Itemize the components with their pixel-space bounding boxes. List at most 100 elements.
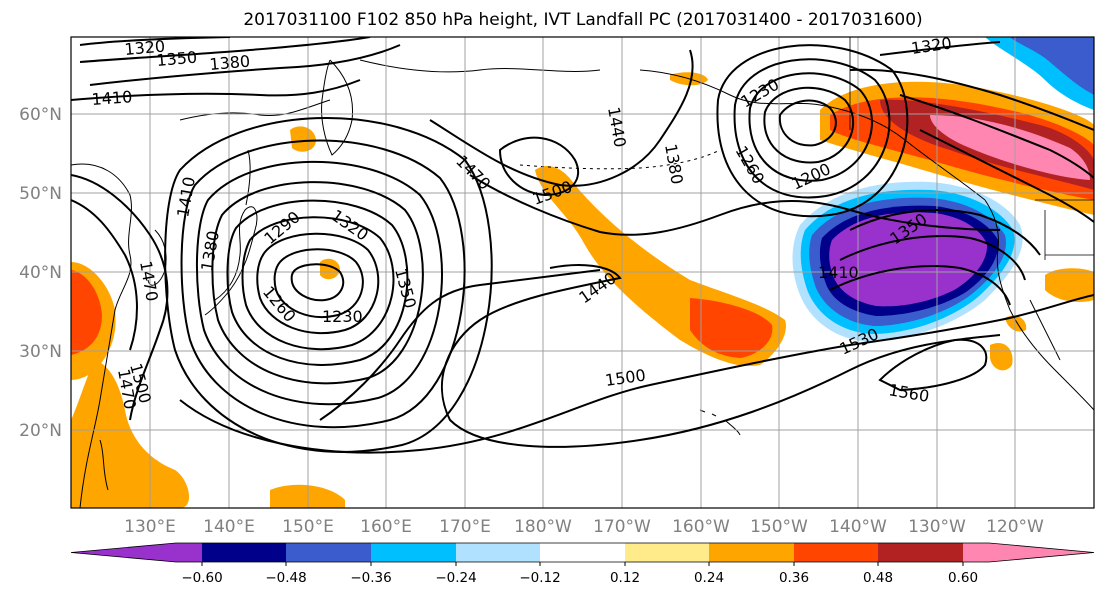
contour-label: 1410 [91,87,133,109]
colorbar-swatch [625,543,709,562]
colorbar-tick-label: 0.60 [948,570,978,586]
ivt-mexico [1045,268,1094,302]
contour-north-2 [79,37,371,63]
gridlines [71,37,1094,508]
lat-label: 30°N [19,342,62,362]
aleutians [519,149,721,170]
siberia-coast [359,59,601,73]
contour-se-3 [829,265,1011,306]
colorbar-swatch [963,543,1094,562]
contour-label: 1230 [322,307,363,326]
contour-low-w-4 [241,216,395,351]
contour-se-1 [849,209,1041,256]
ivt-blob-1 [290,126,316,152]
contour-label: 1410 [818,263,859,282]
contour-low-e-2 [763,86,855,164]
contour-mid [319,269,601,421]
colorbar-tick-label: −0.12 [519,570,560,586]
kamchatka-coast [321,59,354,156]
contour-low-w-1 [290,263,345,302]
colorbar-tick-label: −0.48 [265,570,306,586]
lon-label: 160°E [360,517,412,537]
ivt-west-core [71,270,102,355]
contour-north-4 [71,79,361,101]
lon-label: 140°E [203,517,255,537]
latitude-labels: 60°N 50°N 40°N 30°N 20°N [19,105,62,441]
colorbar-tick-label: 0.36 [779,570,809,586]
contour-ne-2 [849,68,1094,131]
contour-low-w-8 [180,139,466,429]
colorbar-tick-label: −0.60 [181,570,222,586]
lon-label: 130°W [908,517,966,537]
contour-1500-b [179,294,1094,454]
lon-label: 180°W [514,517,572,537]
contour-se-2 [839,235,1026,281]
ivt-blob-5 [1005,315,1027,332]
ivt-plume-core [690,298,773,358]
alaska-coast [639,69,986,201]
contour-low-w-5 [226,199,409,366]
colorbar-swatch [202,543,286,562]
contour-label: 1320 [124,37,166,59]
asia-coast [71,163,132,508]
lon-label: 170°E [439,517,491,537]
us-borders [849,37,1094,260]
na-west-coast [984,199,1094,411]
colorbar-swatch [456,543,540,562]
contour-west-1 [71,174,169,421]
colorbar-tick-label: 0.12 [610,570,640,586]
contour-north-3 [89,44,401,86]
contour-low-e-1 [778,99,837,147]
colorbar-swatch [371,543,456,562]
map-area: 1320 1350 1380 1410 1410 1470 1470 1380 … [71,33,1094,508]
lon-label: 160°W [672,517,730,537]
ivt-alaska-pink [930,115,1090,180]
colorbar-swatch [540,543,625,562]
baja-coast [1029,299,1061,361]
lon-label: 130°E [124,517,176,537]
figure-title: 2017031100 F102 850 hPa height, IVT Land… [243,10,922,30]
philippines [99,439,109,491]
contour-1560 [878,338,988,392]
contour-low-w-2 [273,248,364,318]
colorbar-tick-label: 0.48 [863,570,893,586]
contour-ne-1 [879,41,1001,56]
lon-label: 150°E [282,517,334,537]
lat-label: 20°N [19,421,62,441]
ivt-blob-4 [990,342,1013,371]
lat-label: 60°N [19,105,62,125]
contour-1500-a [498,136,580,197]
height-contours [71,37,1094,454]
lon-label: 150°W [750,517,808,537]
contour-low-w-3 [256,232,380,335]
lat-label: 40°N [19,263,62,283]
colorbar-swatch [286,543,371,562]
longitude-labels: 130°E 140°E 150°E 160°E 170°E 180°W 170°… [124,517,1044,537]
ivt-neg-ne-blue [1010,37,1094,95]
contour-west-2 [71,199,138,351]
colorbar: −0.60 −0.48 −0.36 −0.24 −0.12 0.12 0.24 0.36 0.4… [70,542,1095,586]
lon-label: 170°W [593,517,651,537]
colorbar-swatch [794,543,878,562]
contour-low-e-5 [716,44,909,218]
colorbar-tick-label: 0.24 [694,570,724,586]
colorbar-swatch [878,543,963,562]
coastlines [71,37,1094,508]
contour-label: 1320 [910,33,953,57]
contour-low-e-4 [733,58,891,199]
contour-label: 1350 [156,48,198,70]
contour-1470 [429,49,694,187]
colorbar-outline [70,542,1095,563]
colorbar-swatch [709,543,794,562]
lon-label: 120°W [986,517,1044,537]
contour-ne-3 [899,94,1094,179]
contour-1530 [441,264,1001,448]
lat-label: 50°N [19,184,62,204]
contour-low-w-6 [211,181,424,385]
contour-low-w-7 [195,160,443,406]
contour-low-e-3 [748,72,873,182]
contour-1440 [469,174,1001,236]
lon-label: 140°W [829,517,887,537]
map-frame [70,36,1095,509]
contour-ne-4 [919,129,1094,223]
